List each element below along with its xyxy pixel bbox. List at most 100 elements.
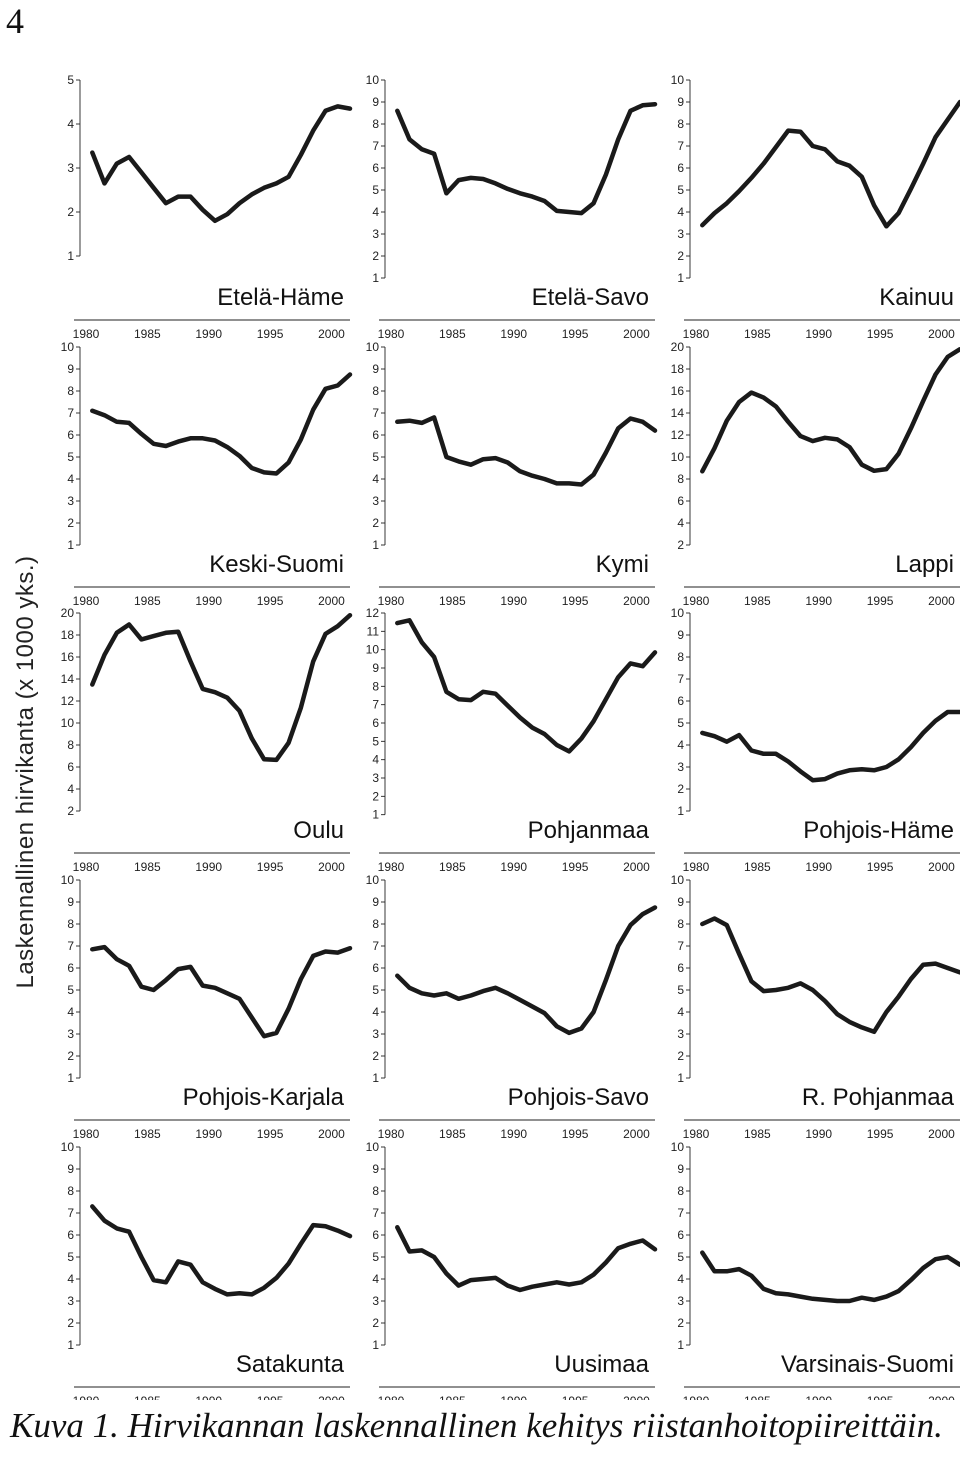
y-tick-label: 6: [372, 1228, 379, 1242]
y-tick-label: 3: [677, 1294, 684, 1308]
x-tick-label: 1985: [744, 327, 771, 341]
y-tick-label: 1: [67, 249, 74, 263]
x-tick-label: 1995: [257, 860, 284, 874]
y-tick-label: 1: [372, 271, 379, 285]
x-tick-label: 2000: [318, 1394, 345, 1400]
y-tick-label: 6: [372, 161, 379, 175]
y-tick-label: 10: [366, 73, 380, 87]
y-tick-label: 16: [671, 384, 685, 398]
panel-title: Keski-Suomi: [209, 551, 344, 578]
panel-kymi: 1 2 3 4 5 6 7 8 9 10 1980 1985 1990 1995 2000 Kymi: [366, 340, 658, 608]
x-tick-label: 1980: [73, 594, 100, 608]
y-tick-label: 4: [67, 117, 74, 131]
x-tick-label: 2000: [928, 1394, 955, 1400]
x-tick-label: 1995: [257, 327, 284, 341]
y-tick-label: 1: [372, 808, 379, 822]
series-line-uusimaa: [395, 1225, 658, 1293]
y-tick-label: 4: [372, 753, 379, 767]
y-tick-label: 1: [67, 538, 74, 552]
panel-title: Kainuu: [879, 284, 954, 311]
x-tick-label: 1990: [195, 1127, 222, 1141]
x-tick-label: 2000: [928, 327, 955, 341]
x-tick-label: 1990: [500, 1127, 527, 1141]
y-tick-label: 14: [671, 406, 685, 420]
y-tick-label: 5: [372, 1250, 379, 1264]
y-tick-label: 4: [372, 205, 379, 219]
y-tick-label: 10: [366, 643, 380, 657]
y-tick-label: 7: [372, 139, 379, 153]
y-tick-label: 6: [677, 961, 684, 975]
x-tick-label: 1980: [683, 594, 710, 608]
y-tick-label: 8: [677, 472, 684, 486]
x-tick-label: 1980: [378, 1127, 405, 1141]
x-tick-label: 1990: [500, 594, 527, 608]
y-tick-label: 10: [366, 340, 380, 354]
series-line-kainuu: [700, 99, 960, 229]
x-tick-label: 1995: [867, 1127, 894, 1141]
x-tick-label: 1985: [439, 860, 466, 874]
panel-r-pohjanmaa: 1 2 3 4 5 6 7 8 9 10 1980 1985 1990 1995 2000 R. Pohjan…: [671, 873, 960, 1141]
y-tick-label: 5: [372, 183, 379, 197]
y-tick-label: 18: [671, 362, 685, 376]
panel-pohjois-savo: 1 2 3 4 5 6 7 8 9 10 1980 1985 1990 1995 2000 Pohjois-S…: [366, 873, 658, 1141]
y-tick-label: 8: [372, 384, 379, 398]
x-tick-label: 1995: [867, 594, 894, 608]
y-tick-label: 1: [372, 1338, 379, 1352]
x-tick-label: 2000: [928, 1127, 955, 1141]
y-tick-label: 7: [67, 406, 74, 420]
y-tick-label: 7: [677, 1206, 684, 1220]
panel-title: Satakunta: [236, 1351, 345, 1378]
y-tick-label: 2: [677, 249, 684, 263]
series-line-pohjois-savo: [395, 905, 658, 1036]
y-tick-label: 4: [67, 782, 74, 796]
panel-pohjois-hame: 1 2 3 4 5 6 7 8 9 10 1980 1985 1990 1995 2000 Pohjois-H…: [671, 606, 960, 874]
y-tick-label: 7: [372, 939, 379, 953]
y-tick-label: 7: [677, 672, 684, 686]
y-tick-label: 5: [372, 734, 379, 748]
y-tick-label: 7: [372, 698, 379, 712]
y-tick-label: 11: [367, 624, 380, 638]
x-tick-label: 2000: [623, 594, 650, 608]
y-tick-label: 8: [67, 738, 74, 752]
y-tick-label: 5: [372, 450, 379, 464]
y-tick-label: 7: [372, 406, 379, 420]
y-tick-label: 3: [677, 1027, 684, 1041]
panel-title: Oulu: [293, 817, 344, 844]
y-tick-label: 2: [67, 1049, 74, 1063]
x-tick-label: 1985: [744, 1127, 771, 1141]
x-tick-label: 1980: [683, 327, 710, 341]
x-tick-label: 1985: [439, 1394, 466, 1400]
y-tick-label: 9: [677, 895, 684, 909]
series-line-pohjanmaa: [395, 618, 658, 754]
y-tick-label: 3: [372, 494, 379, 508]
y-tick-label: 7: [372, 1206, 379, 1220]
series-line-keski-suomi: [90, 372, 353, 476]
y-tick-label: 12: [61, 694, 75, 708]
x-tick-label: 1985: [744, 594, 771, 608]
y-tick-label: 3: [67, 1027, 74, 1041]
panel-title: Varsinais-Suomi: [781, 1351, 954, 1378]
y-tick-label: 9: [677, 95, 684, 109]
y-tick-label: 6: [67, 428, 74, 442]
y-tick-label: 10: [366, 1140, 380, 1154]
y-tick-label: 6: [67, 1228, 74, 1242]
x-tick-label: 1990: [500, 860, 527, 874]
y-tick-label: 9: [372, 895, 379, 909]
y-tick-label: 6: [372, 716, 379, 730]
x-tick-label: 1995: [867, 860, 894, 874]
y-tick-label: 3: [67, 1294, 74, 1308]
y-tick-label: 10: [671, 873, 685, 887]
y-tick-label: 10: [671, 1140, 685, 1154]
x-tick-label: 1980: [73, 1394, 100, 1400]
x-tick-label: 1980: [683, 860, 710, 874]
x-tick-label: 1985: [134, 1127, 161, 1141]
y-tick-label: 10: [671, 606, 685, 620]
y-tick-label: 20: [61, 606, 75, 620]
y-tick-label: 2: [372, 249, 379, 263]
x-tick-label: 1980: [378, 860, 405, 874]
y-tick-label: 5: [67, 983, 74, 997]
panel-keski-suomi: 1 2 3 4 5 6 7 8 9 10 1980 1985 1990 1995 2000 Keski-Suo…: [61, 340, 353, 608]
y-tick-label: 8: [372, 917, 379, 931]
y-tick-label: 2: [67, 804, 74, 818]
